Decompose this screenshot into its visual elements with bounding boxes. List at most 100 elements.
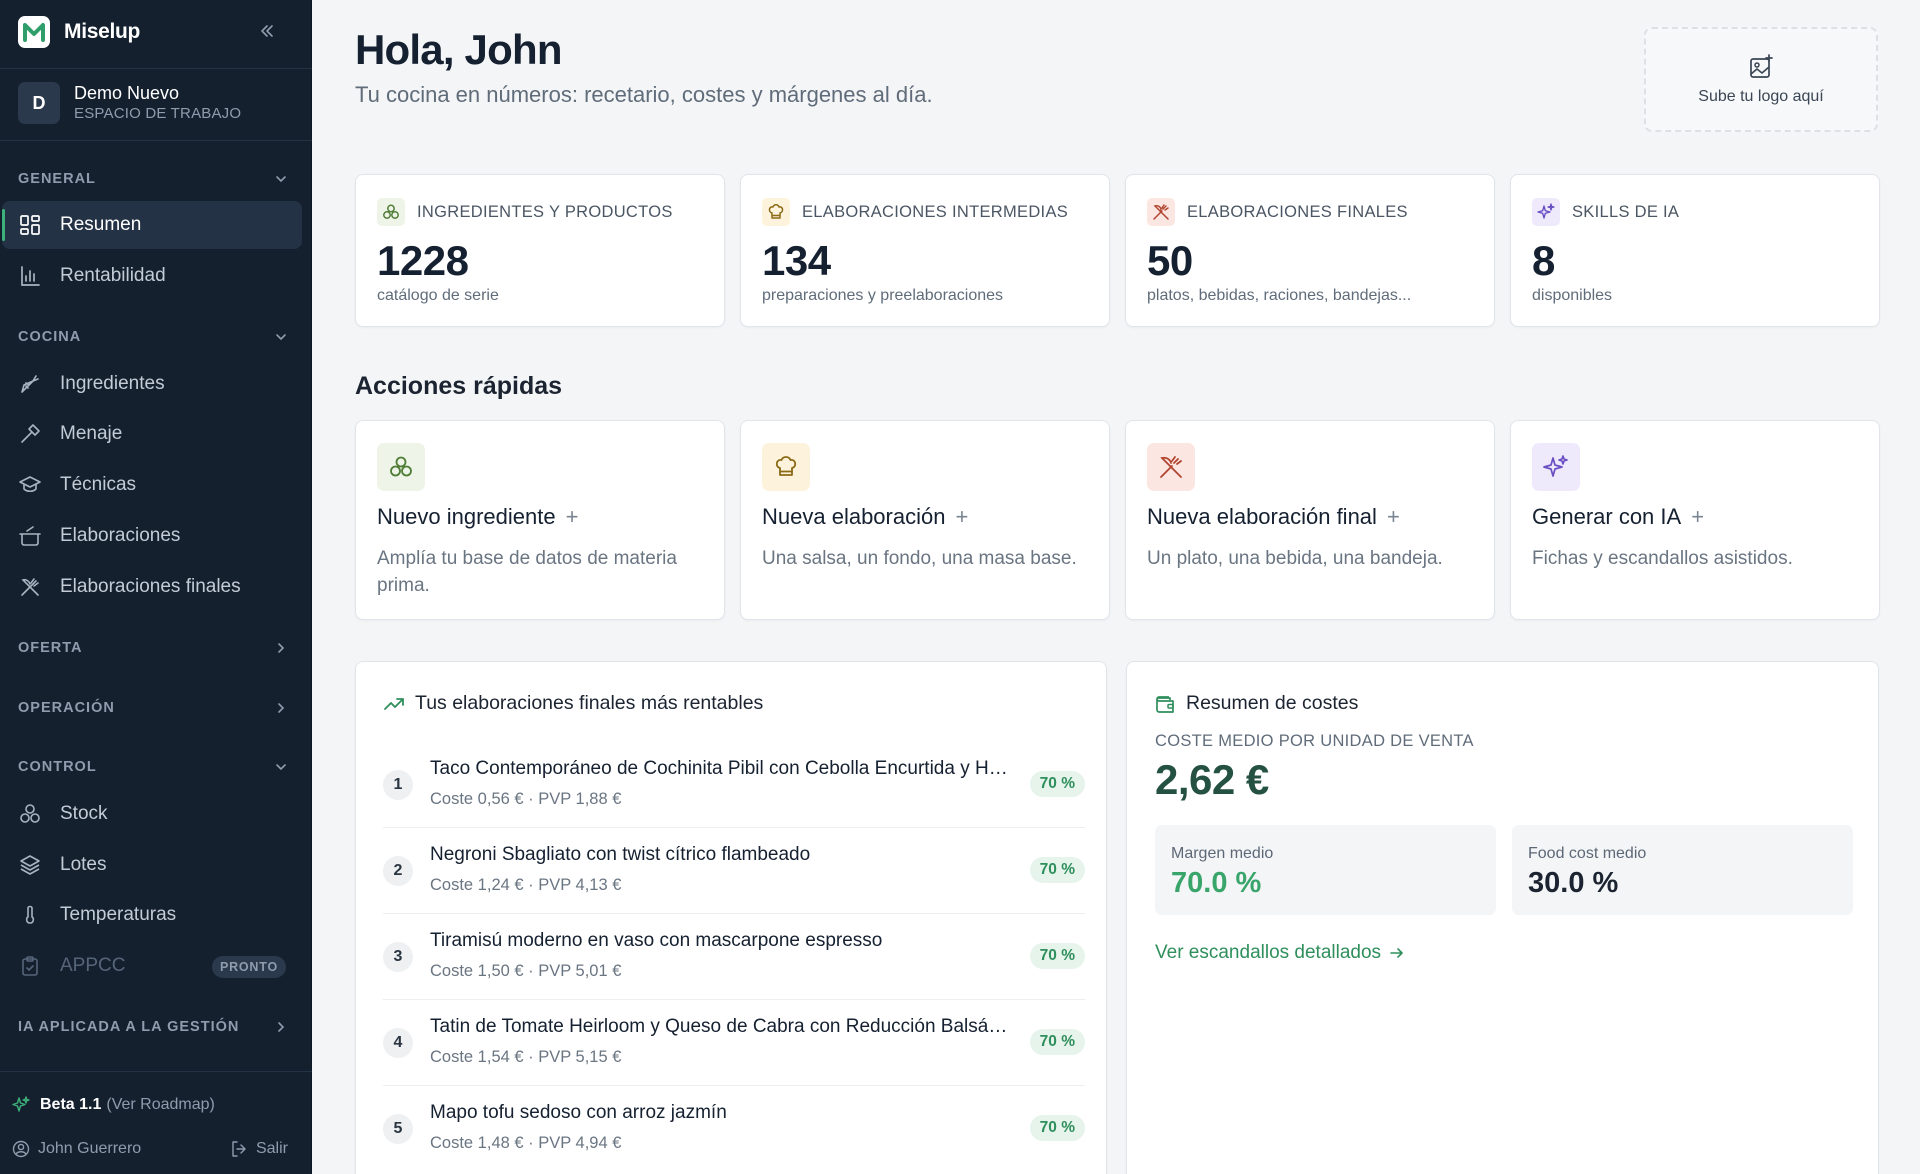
- sidebar-item-elaboraciones-finales[interactable]: Elaboraciones finales: [2, 563, 302, 611]
- action-description: Fichas y escandallos asistidos.: [1532, 548, 1793, 569]
- sparkles-icon: [12, 1096, 30, 1112]
- sidebar-item-rentabilidad[interactable]: Rentabilidad: [2, 252, 302, 300]
- rank-cost-meta: Coste 1,50 € · PVP 5,01 €: [430, 962, 622, 980]
- utensils-crossed-icon: [1147, 443, 1195, 491]
- sidebar-item-label: Rentabilidad: [60, 265, 166, 286]
- margin-badge: 70 %: [1029, 857, 1085, 883]
- sidebar-item-lotes[interactable]: Lotes: [2, 841, 302, 889]
- ranking-row[interactable]: 3 Tiramisú moderno en vaso con mascarpon…: [383, 914, 1085, 1000]
- trending-up-icon: [384, 697, 404, 710]
- rank-number: 2: [383, 856, 413, 886]
- sidebar-item-temperaturas[interactable]: Temperaturas: [2, 891, 302, 939]
- sidebar-item-label: Resumen: [60, 214, 142, 235]
- plus-icon: +: [1386, 504, 1400, 529]
- view-cost-sheets-link[interactable]: Ver escandallos detallados: [1155, 942, 1405, 964]
- collapse-sidebar-button[interactable]: [256, 20, 278, 42]
- stat-caption: disponibles: [1532, 287, 1613, 304]
- user-circle-icon: [12, 1140, 30, 1158]
- stat-card-ingredientes[interactable]: INGREDIENTES Y PRODUCTOS 1228 catálogo d…: [355, 174, 725, 327]
- rank-name: Tiramisú moderno en vaso con mascarpone …: [430, 930, 883, 951]
- chevron-right-icon: [278, 643, 285, 653]
- sidebar-item-stock[interactable]: Stock: [2, 790, 302, 838]
- layers-icon: [18, 853, 42, 877]
- stat-card-finales[interactable]: ELABORACIONES FINALES 50 platos, bebidas…: [1125, 174, 1495, 327]
- new-elaboration-button[interactable]: Nueva elaboración + Una salsa, un fondo, …: [740, 420, 1110, 620]
- logout-label: Salir: [255, 1140, 288, 1157]
- chevron-right-icon: [278, 703, 285, 713]
- section-operacion-label: OPERACIÓN: [18, 700, 115, 716]
- rank-number: 5: [383, 1114, 413, 1144]
- stat-card-skills-ia[interactable]: SKILLS DE IA 8 disponibles: [1510, 174, 1880, 327]
- section-operacion[interactable]: OPERACIÓN: [18, 697, 288, 719]
- section-ia[interactable]: IA APLICADA A LA GESTIÓN: [18, 1016, 288, 1038]
- sidebar: Miselup D Demo Nuevo ESPACIO DE TRABAJO …: [0, 0, 312, 1174]
- roadmap-link[interactable]: (Ver Roadmap): [106, 1096, 215, 1113]
- stat-label: SKILLS DE IA: [1572, 202, 1680, 221]
- margin-metric: Margen medio 70.0 %: [1155, 825, 1496, 915]
- section-general-label: GENERAL: [18, 171, 96, 187]
- rank-name: Negroni Sbagliato con twist cítrico flam…: [430, 844, 811, 865]
- sidebar-item-ingredientes[interactable]: Ingredientes: [2, 360, 302, 408]
- margin-badge: 70 %: [1029, 943, 1085, 969]
- workspace-name: Demo Nuevo: [74, 83, 180, 103]
- workspace-label: ESPACIO DE TRABAJO: [74, 105, 242, 122]
- action-description: Amplía tu base de datos de materia prima…: [377, 548, 677, 596]
- sidebar-item-appcc: APPCC PRONTO: [2, 942, 302, 990]
- stat-value: 1228: [377, 237, 469, 284]
- ranking-row[interactable]: 5 Mapo tofu sedoso con arroz jazmín Cost…: [383, 1086, 1085, 1172]
- ranking-row[interactable]: 1 Taco Contemporáneo de Cochinita Pibil …: [383, 742, 1085, 828]
- page-title: Hola, John: [355, 26, 562, 73]
- thermometer-icon: [18, 903, 42, 927]
- sidebar-item-tecnicas[interactable]: Técnicas: [2, 461, 302, 509]
- bar-chart-icon: [18, 264, 42, 288]
- ranking-row[interactable]: 2 Negroni Sbagliato con twist cítrico fl…: [383, 828, 1085, 914]
- boxes-icon: [377, 198, 405, 226]
- section-oferta[interactable]: OFERTA: [18, 637, 288, 659]
- margin-badge: 70 %: [1029, 771, 1085, 797]
- action-description: Un plato, una bebida, una bandeja.: [1147, 548, 1443, 569]
- user-row: John Guerrero Salir: [12, 1140, 288, 1158]
- arrow-right-icon: [1390, 948, 1403, 958]
- logout-icon: [232, 1141, 246, 1157]
- boxes-icon: [377, 443, 425, 491]
- ranking-row[interactable]: 4 Tatin de Tomate Heirloom y Queso de Ca…: [383, 1000, 1085, 1086]
- logo-upload-dropzone[interactable]: Sube tu logo aquí: [1644, 27, 1878, 132]
- section-control-label: CONTROL: [18, 759, 97, 775]
- section-general[interactable]: GENERAL: [18, 168, 288, 190]
- utensils-crossed-icon: [18, 575, 42, 599]
- rank-number: 1: [383, 770, 413, 800]
- logout-button[interactable]: Salir: [230, 1140, 288, 1158]
- version-info[interactable]: Beta 1.1 (Ver Roadmap): [12, 1096, 215, 1114]
- plus-icon: +: [955, 504, 969, 529]
- user-profile[interactable]: John Guerrero: [12, 1140, 141, 1158]
- section-ia-label: IA APLICADA A LA GESTIÓN: [18, 1019, 240, 1035]
- sidebar-item-menaje[interactable]: Menaje: [2, 410, 302, 458]
- user-name: John Guerrero: [38, 1140, 142, 1157]
- generate-with-ai-button[interactable]: Generar con IA + Fichas y escandallos asi…: [1510, 420, 1880, 620]
- sidebar-item-resumen[interactable]: Resumen: [2, 201, 302, 249]
- section-control[interactable]: CONTROL: [18, 756, 288, 778]
- utensils-crossed-icon: [1147, 198, 1175, 226]
- sidebar-item-label: Stock: [60, 803, 108, 824]
- new-ingredient-button[interactable]: Nuevo ingrediente + Amplía tu base de dat…: [355, 420, 725, 620]
- link-label: Ver escandallos detallados: [1155, 942, 1382, 963]
- stat-value: 134: [762, 237, 831, 284]
- avg-cost-value: 2,62 €: [1155, 756, 1269, 803]
- dashboard-icon: [18, 213, 42, 237]
- chevron-down-icon: [276, 334, 286, 341]
- sidebar-item-label: APPCC: [60, 955, 126, 976]
- stat-card-intermedias[interactable]: ELABORACIONES INTERMEDIAS 134 preparacio…: [740, 174, 1110, 327]
- metric-value: 70.0 %: [1171, 867, 1262, 899]
- stat-value: 50: [1147, 237, 1193, 284]
- page-subtitle: Tu cocina en números: recetario, costes …: [355, 82, 933, 107]
- section-cocina[interactable]: COCINA: [18, 326, 288, 348]
- section-cocina-label: COCINA: [18, 329, 82, 345]
- brand[interactable]: Miselup: [18, 16, 140, 48]
- sidebar-item-label: Temperaturas: [60, 904, 177, 925]
- rank-cost-meta: Coste 1,48 € · PVP 4,94 €: [430, 1134, 622, 1152]
- sidebar-item-elaboraciones[interactable]: Elaboraciones: [2, 512, 302, 560]
- stat-value: 8: [1532, 237, 1555, 284]
- new-final-elaboration-button[interactable]: Nueva elaboración final + Un plato, una b…: [1125, 420, 1495, 620]
- workspace-switcher[interactable]: D Demo Nuevo ESPACIO DE TRABAJO: [18, 82, 241, 124]
- chevrons-left-icon: [261, 25, 273, 37]
